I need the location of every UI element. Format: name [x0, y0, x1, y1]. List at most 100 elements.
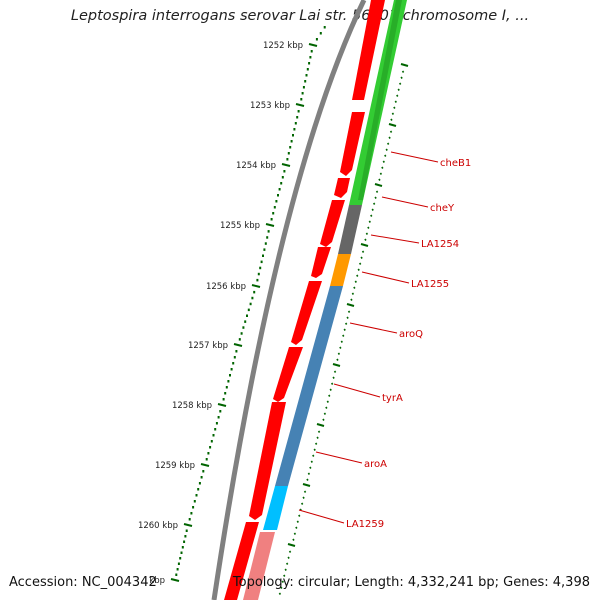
outer-minor-tick — [298, 514, 301, 517]
reverse-gene-cyan[interactable] — [263, 486, 288, 530]
gene-leader-line — [298, 509, 345, 524]
outer-minor-tick — [365, 232, 369, 235]
accession-text: Accession: NC_004342 — [9, 575, 157, 590]
gene-label[interactable]: LA1255 — [411, 279, 449, 290]
outer-minor-tick — [397, 88, 400, 91]
outer-minor-tick — [307, 472, 311, 475]
outer-tick — [302, 483, 311, 487]
outer-tick — [360, 243, 369, 247]
outer-minor-tick — [378, 178, 381, 181]
outer-minor-tick — [312, 454, 315, 457]
outer-minor-tick — [303, 490, 307, 493]
outer-minor-tick — [337, 352, 341, 355]
major-tick — [281, 163, 291, 167]
outer-minor-tick — [333, 370, 337, 373]
outer-minor-tick — [398, 82, 402, 85]
gene-label[interactable]: aroA — [364, 459, 387, 470]
outer-minor-tick — [328, 394, 331, 397]
gene-label[interactable]: tyrA — [382, 393, 403, 404]
outer-minor-tick — [375, 190, 379, 193]
gene-label[interactable]: aroQ — [399, 329, 423, 340]
forward-strand-genes — [224, 0, 385, 600]
forward-gene[interactable] — [334, 178, 350, 198]
gene-label[interactable]: LA1259 — [346, 519, 384, 530]
outer-tick — [346, 303, 355, 307]
outer-tick — [316, 423, 325, 427]
tick-label: 1252 kbp — [263, 41, 303, 51]
outer-minor-tick — [379, 172, 383, 175]
outer-tick — [400, 63, 409, 67]
outer-minor-tick — [296, 520, 299, 523]
outer-minor-tick — [360, 256, 363, 259]
reverse-gene-pink[interactable] — [243, 532, 275, 600]
outer-minor-tick — [357, 268, 360, 271]
forward-gene[interactable] — [320, 200, 345, 247]
outer-minor-tick — [354, 280, 357, 283]
major-tick — [295, 103, 305, 107]
outer-minor-tick — [288, 550, 292, 553]
outer-minor-tick — [300, 502, 304, 505]
major-tick — [183, 523, 193, 527]
forward-gene[interactable] — [311, 247, 331, 278]
reverse-gene-green-dark[interactable] — [358, 0, 402, 200]
forward-gene[interactable] — [291, 281, 322, 345]
outer-minor-tick — [367, 226, 370, 229]
forward-gene[interactable] — [340, 112, 365, 176]
topology-text: Topology: circular; Length: 4,332,241 bp… — [232, 575, 590, 590]
forward-gene[interactable] — [224, 522, 259, 600]
major-tick — [200, 463, 210, 467]
gene-label[interactable]: LA1254 — [421, 239, 459, 250]
tick-label: 1253 kbp — [250, 101, 290, 111]
outer-tick — [374, 183, 383, 187]
outer-minor-tick — [325, 406, 328, 409]
outer-minor-tick — [401, 70, 405, 73]
major-tick — [170, 578, 180, 582]
reverse-gene-grey[interactable] — [338, 205, 362, 254]
outer-minor-tick — [346, 316, 349, 319]
outer-minor-tick — [396, 94, 399, 97]
forward-gene[interactable] — [352, 0, 385, 100]
gene-leader-line — [333, 383, 381, 398]
outer-minor-tick — [389, 130, 393, 133]
outer-minor-tick — [326, 400, 329, 403]
outer-minor-tick — [330, 382, 334, 385]
gene-leader-line — [381, 196, 429, 208]
outer-minor-tick — [356, 274, 359, 277]
outer-minor-tick — [393, 106, 396, 109]
major-tick — [308, 43, 318, 47]
outer-minor-tick — [281, 580, 284, 583]
outer-tick — [388, 123, 397, 127]
outer-minor-tick — [306, 478, 309, 481]
outer-minor-tick — [372, 202, 376, 205]
outer-minor-tick — [390, 118, 393, 121]
reverse-gene-steelblue[interactable] — [275, 286, 343, 486]
gene-leader-line — [361, 271, 410, 284]
outer-minor-tick — [351, 292, 355, 295]
outer-minor-tick — [344, 322, 348, 325]
major-tick — [233, 343, 243, 347]
outer-minor-tick — [323, 412, 327, 415]
coordinate-ticks: 1252 kbp 1253 kbp 1254 kbp 1255 kbp 1256 kbp… — [138, 26, 409, 595]
outer-minor-tick — [339, 346, 342, 349]
outer-minor-tick — [347, 310, 351, 313]
tick-label: 1260 kbp — [138, 521, 178, 531]
outer-minor-tick — [374, 196, 377, 199]
map-title: Leptospira interrogans serovar Lai str. … — [70, 8, 530, 24]
outer-minor-tick — [278, 592, 282, 595]
forward-gene[interactable] — [273, 347, 303, 402]
outer-minor-tick — [361, 250, 365, 253]
outer-minor-tick — [314, 442, 318, 445]
gene-label[interactable]: cheB1 — [440, 158, 471, 169]
forward-gene[interactable] — [249, 402, 286, 520]
outer-minor-tick — [391, 112, 395, 115]
major-tick — [265, 223, 275, 227]
outer-minor-tick — [353, 286, 356, 289]
outer-minor-tick — [329, 388, 332, 391]
outer-minor-tick — [309, 466, 312, 469]
outer-minor-tick — [343, 328, 346, 331]
outer-minor-tick — [292, 538, 295, 541]
gene-label[interactable]: cheY — [430, 203, 455, 214]
reverse-gene-orange[interactable] — [330, 254, 351, 286]
outer-minor-tick — [340, 340, 343, 343]
